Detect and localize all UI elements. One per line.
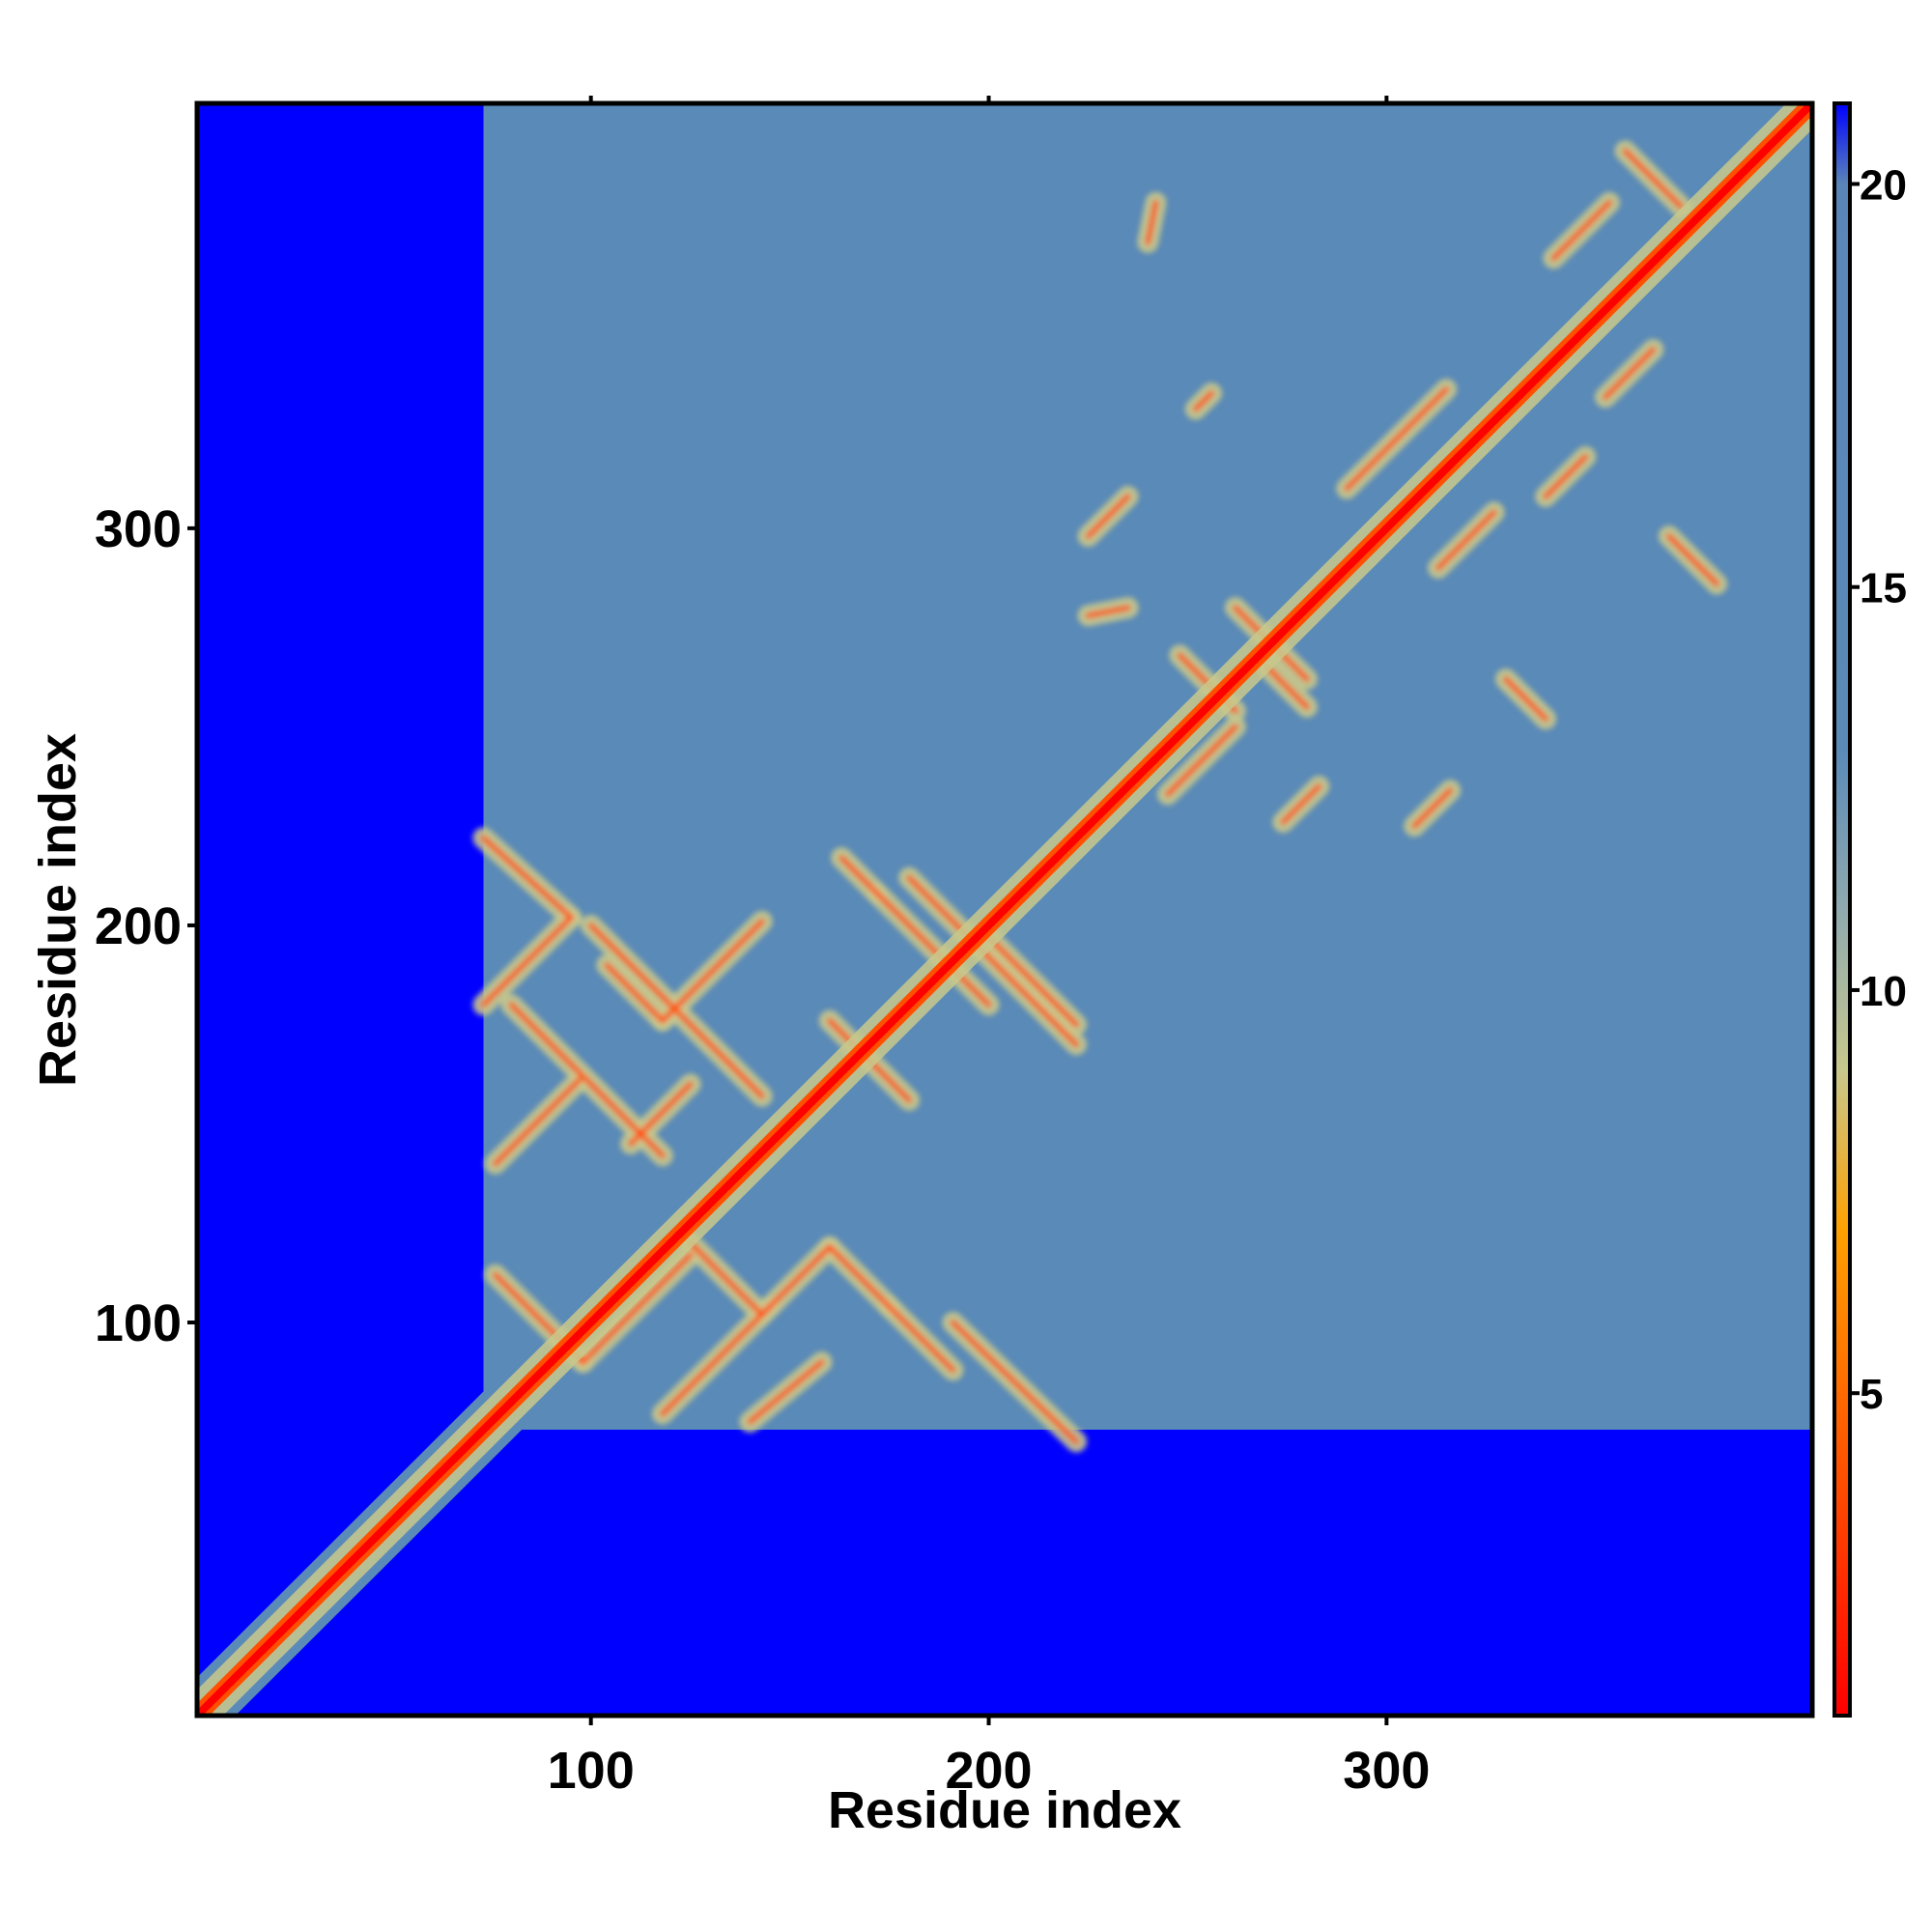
- colorbar: 5 10 15 20: [1833, 101, 1907, 1718]
- y-tick-label: 200: [95, 897, 182, 955]
- x-tick-label: 300: [1343, 1742, 1430, 1800]
- contact-stripe: [758, 1243, 833, 1318]
- contact-stripe: [1192, 390, 1215, 412]
- contact-stripe: [1145, 199, 1159, 245]
- contact-stripe: [985, 934, 1080, 1028]
- plot-frame: [194, 100, 1815, 1719]
- contact-stripe: [950, 1320, 1080, 1445]
- contact-stripe: [1280, 783, 1322, 826]
- x-tick-label: 100: [548, 1742, 635, 1800]
- x-tick-label: 200: [945, 1742, 1032, 1800]
- contact-stripe: [1665, 533, 1720, 587]
- contact-stripe: [687, 1239, 765, 1318]
- contact-stripe: [1502, 676, 1549, 723]
- contact-stripe: [480, 835, 575, 921]
- contact-stripe: [604, 962, 666, 1024]
- contact-stripe: [627, 1081, 694, 1148]
- contact-stripe: [1622, 148, 1685, 210]
- y-axis-title: Residue index: [29, 733, 87, 1087]
- x-axis: 100 200 300: [548, 96, 1430, 1800]
- contact-stripe: [1543, 453, 1589, 499]
- contact-stripe: [1550, 199, 1612, 262]
- contact-stripe: [1344, 385, 1450, 492]
- contact-stripe: [659, 1303, 774, 1417]
- contact-stripe: [508, 1002, 666, 1159]
- colorbar-ticks: 5 10 15 20: [1850, 161, 1907, 1418]
- y-tick-label: 100: [95, 1294, 182, 1352]
- contact-stripe: [1164, 724, 1238, 798]
- y-tick-label: 300: [95, 500, 182, 558]
- x-axis-title: Residue index: [828, 1781, 1181, 1839]
- colorbar-tick-label: 10: [1860, 968, 1907, 1015]
- contact-stripe: [1602, 346, 1657, 401]
- contact-stripe: [1264, 664, 1310, 710]
- contact-stripe: [659, 918, 765, 1024]
- contact-stripe: [826, 1243, 893, 1310]
- y-axis: 100 200 300: [95, 500, 197, 1352]
- contact-stripe: [838, 855, 881, 897]
- colorbar-tick-label: 15: [1860, 565, 1907, 612]
- contact-stripe: [580, 1252, 694, 1366]
- contact-stripe: [886, 1303, 956, 1374]
- contact-stripe: [747, 1359, 825, 1425]
- contact-stripe: [1411, 787, 1454, 830]
- contact-stripe: [1085, 493, 1131, 540]
- contact-stripes: [472, 140, 1728, 1453]
- heatmap-area: [197, 103, 1812, 1716]
- colorbar-gradient: [1833, 101, 1852, 1718]
- colorbar-tick-label: 20: [1860, 161, 1907, 209]
- contact-stripe: [874, 891, 992, 1009]
- contact-stripe: [1085, 605, 1131, 619]
- contact-stripe: [906, 874, 1080, 1048]
- colorbar-tick-label: 5: [1860, 1371, 1883, 1418]
- contact-stripe: [492, 1077, 582, 1167]
- contact-stripe: [480, 914, 575, 1009]
- contact-stripe: [1435, 509, 1497, 571]
- diagonal-line: [197, 103, 1812, 1716]
